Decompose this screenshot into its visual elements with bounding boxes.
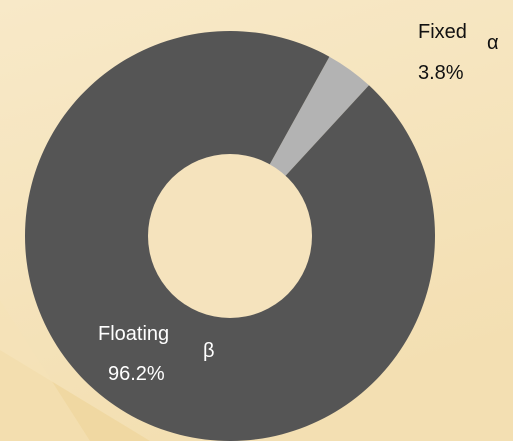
slice-label-floating: Floating β 96.2% bbox=[98, 323, 215, 385]
slice-label-fixed-name: Fixed bbox=[418, 21, 467, 43]
slice-label-floating-name: Floating bbox=[98, 323, 169, 345]
slice-label-fixed-value: 3.8% bbox=[418, 62, 464, 84]
slice-label-fixed: Fixed α 3.8% bbox=[418, 21, 499, 84]
slice-label-floating-subscript: β bbox=[203, 340, 215, 362]
slice-label-floating-value: 96.2% bbox=[108, 363, 165, 385]
background-wedge-light bbox=[0, 300, 90, 441]
slice-label-fixed-subscript: α bbox=[487, 32, 499, 54]
donut-hole bbox=[148, 154, 312, 318]
slice-labels: Fixed α 3.8% Floating β 96.2% bbox=[98, 21, 499, 385]
